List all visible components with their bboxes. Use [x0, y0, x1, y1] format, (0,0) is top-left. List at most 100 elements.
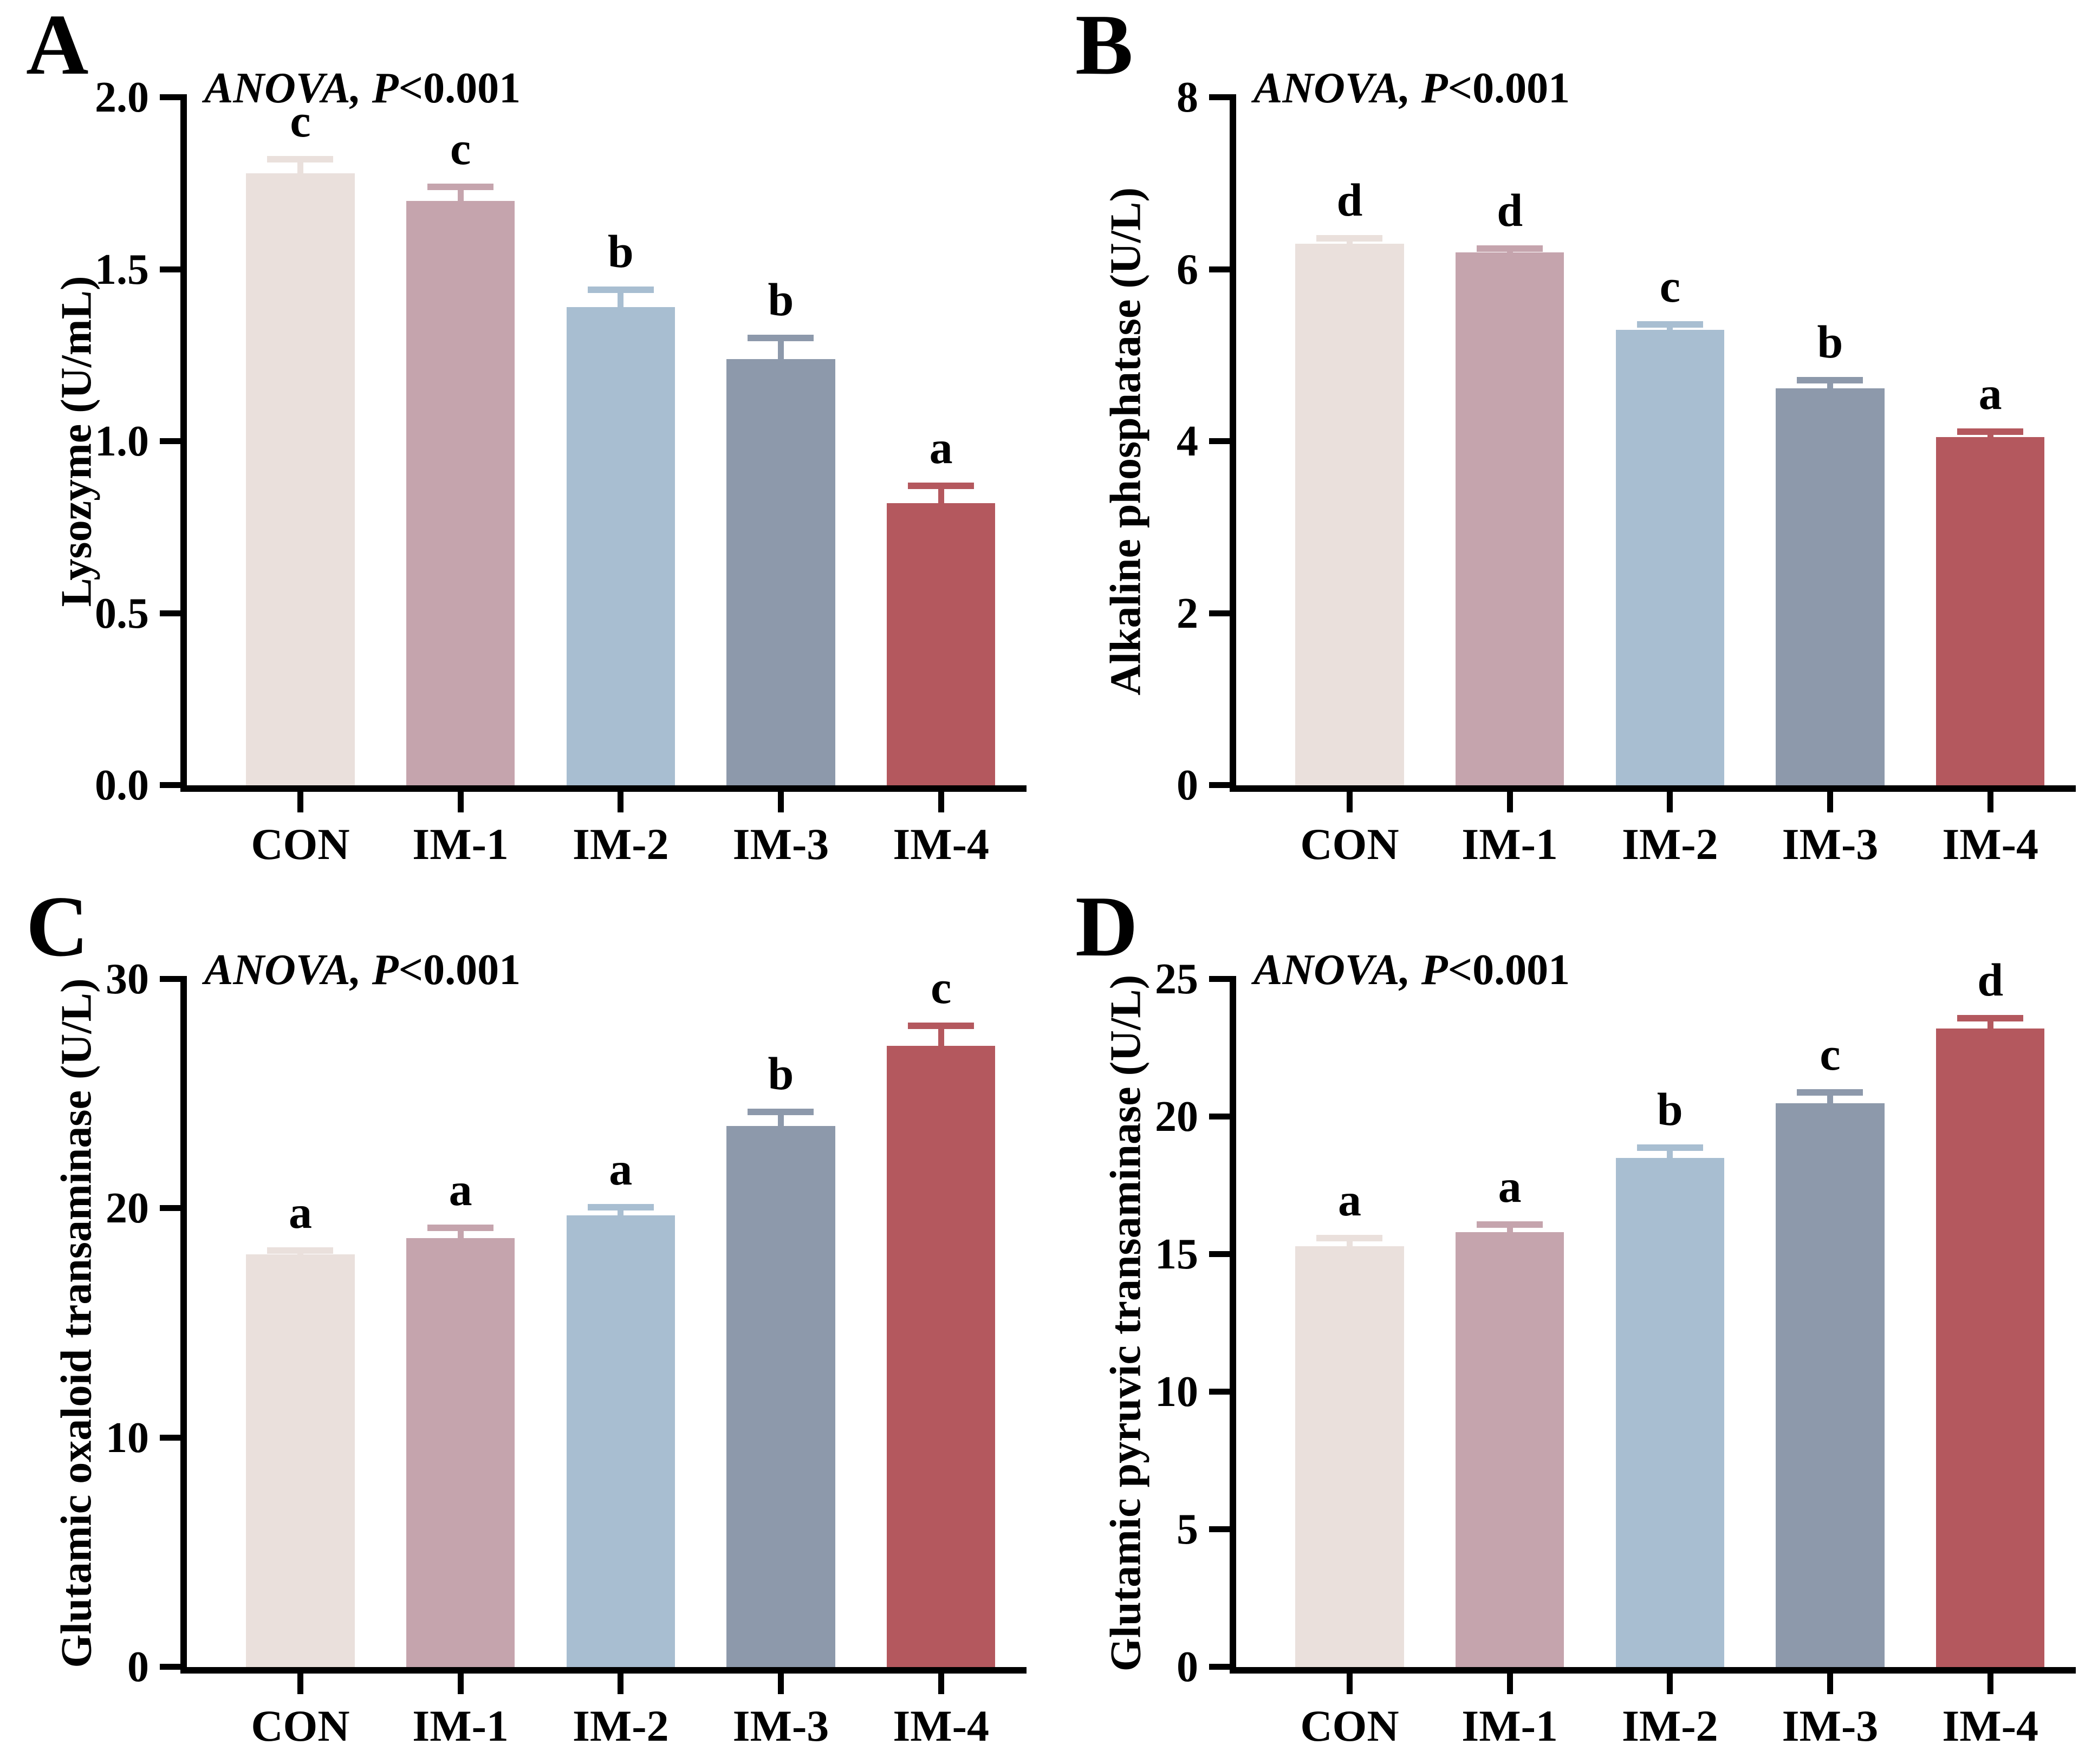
y-axis-tick [160, 1664, 180, 1670]
x-axis-tick [938, 1674, 944, 1694]
bar [246, 173, 355, 785]
x-axis-category-label: CON [1300, 1701, 1399, 1750]
bar [1936, 1029, 2045, 1667]
x-axis-tick [1346, 792, 1353, 812]
error-bar-stem [777, 1109, 784, 1129]
anova-annotation-italic: ANOVA, P [1253, 64, 1448, 112]
x-axis-tick [1506, 792, 1513, 812]
error-bar-cap [1797, 1089, 1863, 1096]
error-bar-cap [427, 183, 494, 190]
error-bar-cap [1636, 321, 1703, 328]
bar [726, 359, 835, 785]
panel-a: A Lysozyme (U/mL) ANOVA, P<0.001 0.0 0.5 1… [0, 0, 1049, 882]
significance-letter: c [450, 122, 471, 174]
y-axis-tick-label: 0.5 [95, 589, 149, 637]
x-axis-category-label: IM-2 [1621, 1701, 1718, 1750]
error-bar-cap [908, 483, 975, 490]
y-axis-tick [1209, 1251, 1230, 1257]
y-axis-tick [1209, 266, 1230, 272]
y-axis-tick [160, 1434, 180, 1441]
y-axis-tick-label: 1.5 [95, 245, 149, 294]
anova-annotation-italic: ANOVA, P [204, 946, 399, 994]
bar [566, 1215, 675, 1667]
anova-annotation: ANOVA, P<0.001 [1253, 64, 1570, 113]
y-axis-tick-label: 1.0 [95, 418, 149, 465]
error-bar-stem [1346, 1235, 1353, 1249]
x-axis-category-label: IM-4 [1942, 1701, 2038, 1750]
x-axis-tick [618, 1674, 624, 1694]
error-bar-stem [1506, 1221, 1513, 1236]
bar [1776, 388, 1885, 785]
significance-letter: a [929, 421, 953, 474]
error-bar-cap [1797, 376, 1863, 383]
y-axis-tick-label: 5 [1177, 1506, 1198, 1553]
y-axis-tick-label: 6 [1177, 245, 1198, 294]
x-axis-tick [777, 792, 784, 812]
x-axis-tick [938, 792, 944, 812]
error-bar-stem [457, 183, 464, 204]
error-bar-cap [1477, 245, 1543, 252]
error-bar-stem [1987, 1015, 1993, 1032]
x-axis-tick [1827, 792, 1833, 812]
plot-area: ANOVA, P<0.001 0 5 10 15 20 25 a CON a IM-1 b IM-2 c… [1155, 946, 2076, 1750]
y-axis-line [1230, 976, 1236, 1674]
significance-letter: b [1657, 1083, 1683, 1135]
error-bar-cap [267, 155, 334, 162]
bar [1615, 1158, 1724, 1667]
y-axis-tick [1209, 782, 1230, 788]
error-bar-stem [938, 1023, 944, 1049]
y-axis-tick-label: 2.0 [95, 74, 149, 121]
plot-area: ANOVA, P<0.001 0 10 20 30 a CON a IM-1 a IM-2 b IM-… [106, 946, 1027, 1750]
significance-letter: b [607, 225, 634, 278]
bar [887, 1045, 996, 1667]
x-axis-tick [457, 792, 464, 812]
bar [1936, 437, 2045, 785]
x-axis-tick [297, 792, 303, 812]
error-bar-cap [1957, 1015, 2024, 1022]
x-axis-category-label: IM-4 [893, 1701, 989, 1750]
x-axis-category-label: IM-1 [1462, 1701, 1558, 1750]
significance-letter: a [449, 1163, 472, 1215]
y-axis-tick [1209, 1114, 1230, 1119]
anova-annotation-value: <0.001 [1447, 64, 1570, 112]
y-axis-line [180, 94, 187, 792]
error-bar-stem [457, 1224, 464, 1242]
significance-letter: b [1817, 315, 1843, 368]
y-axis-tick-label: 0 [1177, 761, 1198, 809]
y-axis-tick [160, 782, 180, 788]
x-axis-tick [1506, 1674, 1513, 1694]
x-axis-category-label: IM-4 [1942, 819, 2038, 869]
significance-letter: a [288, 1186, 312, 1239]
error-bar-cap [267, 1247, 334, 1254]
error-bar-cap [1957, 428, 2024, 435]
bar [406, 200, 515, 785]
y-axis-tick [1209, 1389, 1230, 1395]
error-bar-cap [748, 335, 814, 342]
x-axis-category-label: CON [251, 1701, 350, 1750]
bar [1456, 252, 1564, 785]
x-axis-category-label: CON [1300, 819, 1399, 869]
panel-letter: A [26, 0, 89, 93]
y-axis-tick [160, 94, 180, 100]
significance-letter: a [1978, 367, 2002, 420]
y-axis-line [180, 976, 187, 1674]
y-axis-tick [1209, 94, 1230, 100]
significance-letter: b [768, 274, 794, 326]
x-axis-line [180, 785, 1027, 792]
bar [1295, 1246, 1404, 1667]
bar [726, 1125, 835, 1667]
bar [1456, 1232, 1564, 1667]
y-axis-tick [160, 266, 180, 272]
significance-letter: a [1498, 1160, 1522, 1213]
x-axis-tick [1346, 1674, 1353, 1694]
error-bar-cap [1477, 1221, 1543, 1228]
x-axis-category-label: CON [251, 819, 350, 869]
bar [246, 1254, 355, 1667]
panel-c: C Glutamic oxaloid transaminase (U/L) AN… [0, 882, 1049, 1763]
y-axis-tick-label: 4 [1177, 418, 1198, 465]
anova-annotation: ANOVA, P<0.001 [204, 946, 521, 995]
error-bar-cap [908, 1023, 975, 1030]
anova-annotation: ANOVA, P<0.001 [204, 64, 521, 113]
x-axis-tick [1667, 1674, 1673, 1694]
y-axis-tick [160, 976, 180, 982]
